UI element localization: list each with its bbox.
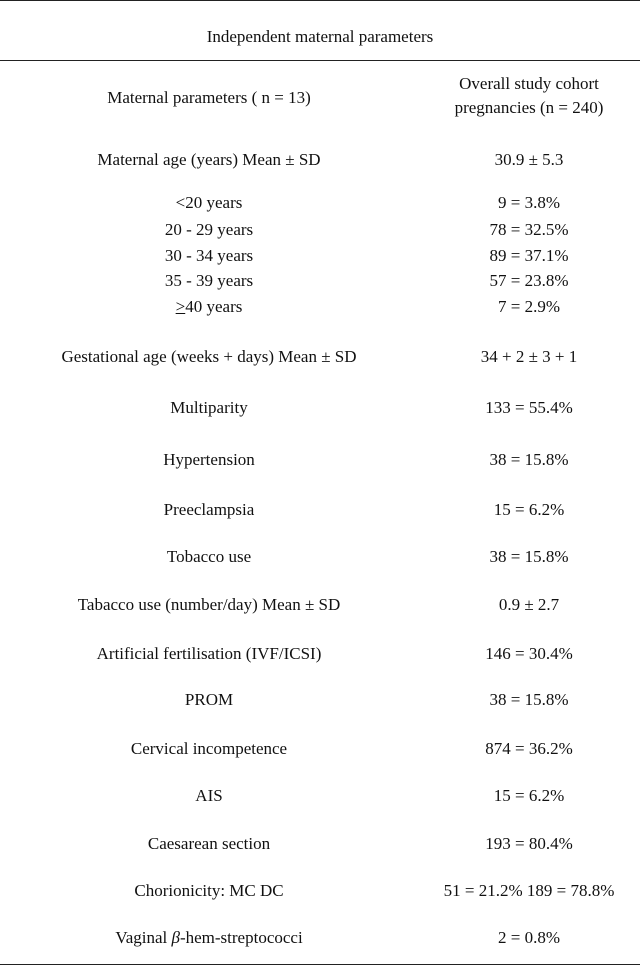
row-value: 146 = 30.4% xyxy=(485,644,573,663)
row-param: Maternal age (years) Mean ± SD xyxy=(97,150,321,169)
row-param: AIS xyxy=(195,786,223,805)
row-param: Gestational age (weeks + days) Mean ± SD xyxy=(61,347,357,366)
header-col-cohort: Overall study cohort pregnancies (n = 24… xyxy=(418,72,640,120)
row-value: 78 = 32.5% xyxy=(489,220,569,239)
row-value: 874 = 36.2% xyxy=(485,739,573,758)
row-value: 38 = 15.8% xyxy=(489,690,569,709)
row-value: 2 = 0.8% xyxy=(498,928,560,947)
header-col-parameters: Maternal parameters ( n = 13) xyxy=(107,88,311,107)
row-value: 57 = 23.8% xyxy=(489,271,569,290)
table-top-rule xyxy=(0,0,640,1)
row-param: <20 years xyxy=(175,193,243,212)
row-param: Cervical incompetence xyxy=(130,739,288,758)
row-value: 51 = 21.2% 189 = 78.8% xyxy=(443,881,615,900)
row-param: Chorionicity: MC DC xyxy=(134,881,284,900)
title-rule xyxy=(0,60,640,61)
greater-equal-symbol: > xyxy=(175,297,186,316)
row-param-prefix: Vaginal xyxy=(115,928,172,947)
row-value: 7 = 2.9% xyxy=(498,297,560,316)
row-value: 0.9 ± 2.7 xyxy=(498,595,560,614)
row-value: 34 + 2 ± 3 + 1 xyxy=(480,347,578,366)
row-param: PROM xyxy=(184,690,234,709)
row-value: 9 = 3.8% xyxy=(498,193,560,212)
row-param: Artificial fertilisation (IVF/ICSI) xyxy=(96,644,322,663)
row-value: 15 = 6.2% xyxy=(493,786,565,805)
row-param: Preeclampsia xyxy=(163,500,255,519)
row-value: 38 = 15.8% xyxy=(489,547,569,566)
row-value: 15 = 6.2% xyxy=(493,500,565,519)
row-param: Tobacco use xyxy=(166,547,252,566)
row-param: Caesarean section xyxy=(147,834,271,853)
row-param: Multiparity xyxy=(170,398,248,417)
row-param: Vaginal β-hem-streptococci xyxy=(0,926,418,950)
header-cohort-line2: pregnancies (n = 240) xyxy=(454,98,604,117)
row-param: 30 - 34 years xyxy=(164,246,254,265)
row-param-suffix: -hem-streptococci xyxy=(179,928,303,947)
row-value: 89 = 37.1% xyxy=(489,246,569,265)
row-value: 38 = 15.8% xyxy=(489,450,569,469)
row-value: 133 = 55.4% xyxy=(485,398,573,417)
row-param: >40 years xyxy=(0,295,418,319)
row-value: 30.9 ± 5.3 xyxy=(494,150,564,169)
row-value: 193 = 80.4% xyxy=(485,834,573,853)
table-title: Independent maternal parameters xyxy=(206,27,434,46)
header-cohort-line1: Overall study cohort xyxy=(459,74,599,93)
row-param: 20 - 29 years xyxy=(164,220,254,239)
row-param: Tabacco use (number/day) Mean ± SD xyxy=(77,595,341,614)
row-param-rest: 40 years xyxy=(185,297,243,316)
row-param: Hypertension xyxy=(163,450,255,469)
beta-symbol: β xyxy=(171,928,180,947)
table-bottom-rule xyxy=(0,964,640,965)
row-param: 35 - 39 years xyxy=(164,271,254,290)
